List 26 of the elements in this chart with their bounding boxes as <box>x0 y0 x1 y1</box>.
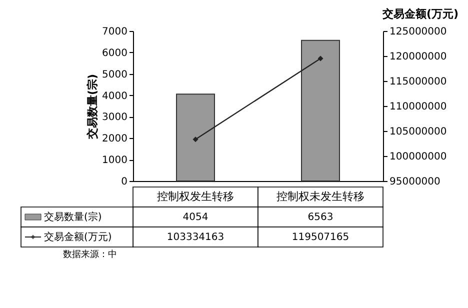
data-label: 119507165 <box>292 232 350 243</box>
source-note: 数据来源：中 <box>63 249 117 260</box>
y-tick-label: 7000 <box>102 26 128 38</box>
y-tick-label: 0 <box>121 176 128 188</box>
y-tick-label: 4000 <box>102 90 128 102</box>
data-label: 103334163 <box>166 232 224 243</box>
y-tick-label: 6000 <box>102 48 128 59</box>
y2-tick-label: 115000000 <box>390 76 447 88</box>
legend-label: 交易数量(宗) <box>44 211 102 223</box>
y-tick-label: 2000 <box>102 134 128 145</box>
y2-tick-label: 100000000 <box>390 152 447 162</box>
data-label: 6563 <box>308 212 334 223</box>
y2-tick-label: 105000000 <box>390 126 447 138</box>
y-tick-label: 3000 <box>102 112 128 124</box>
y2-tick-label: 125000000 <box>390 26 447 38</box>
x-tick-label: 控制权未发生转移 <box>276 190 364 203</box>
y-tick-label: 1000 <box>102 155 128 166</box>
y2-tick-label: 120000000 <box>390 52 447 62</box>
y-axis-title: 交易数量(宗) <box>86 74 100 140</box>
y2-tick-label: 110000000 <box>390 102 447 112</box>
legend-label: 交易金额(万元) <box>44 231 112 243</box>
x-tick-label: 控制权发生转移 <box>157 190 234 203</box>
y2-tick-label: 95000000 <box>390 176 440 188</box>
y-tick-label: 5000 <box>102 69 128 80</box>
data-label: 4054 <box>182 212 208 223</box>
y2-axis-title: 交易金额(万元) <box>381 8 458 20</box>
